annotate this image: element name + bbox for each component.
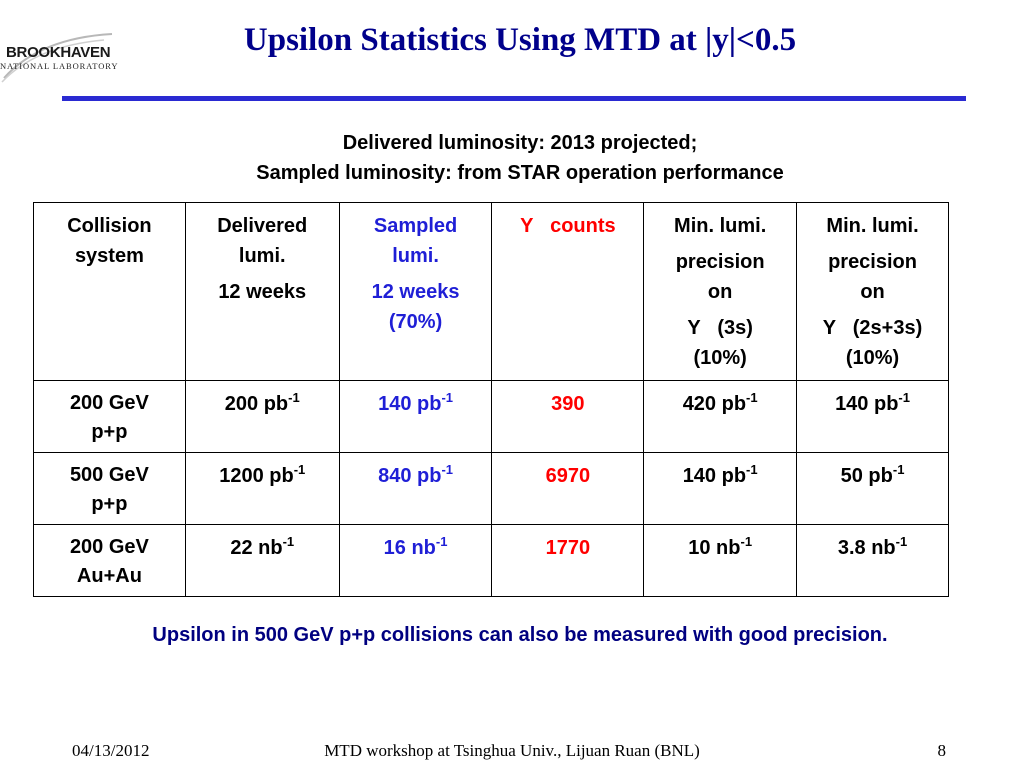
row-delivered-value: 1200 pb [219, 465, 294, 487]
header-collision-system: Collision system [33, 202, 186, 381]
subtitle-line-1: Delivered luminosity: 2013 projected; [342, 132, 698, 154]
row-sampled-value: 840 pb [378, 465, 442, 487]
title-underline [62, 96, 966, 101]
slide-subtitle: Delivered luminosity: 2013 projected; Sa… [60, 128, 980, 188]
header-min2-line-3: on [860, 281, 885, 303]
header-min2-line-2: precision [828, 251, 917, 273]
row-counts: 1770 [491, 524, 645, 597]
row-sampled: 16 nb-1 [338, 524, 493, 597]
brookhaven-logo: BROOKHAVEN NATIONAL LABORATORY [0, 30, 120, 90]
row-delivered-exp: -1 [288, 390, 300, 405]
row-delivered: 1200 pb-1 [184, 452, 340, 525]
row-system-line-2: p+p [91, 421, 128, 443]
header-min1-line-1: Min. lumi. [674, 215, 767, 237]
row-min1-exp: -1 [746, 390, 758, 405]
row-min2-value: 3.8 nb [837, 537, 896, 559]
row-sampled: 140 pb-1 [338, 380, 493, 453]
row-delivered: 22 nb-1 [184, 524, 340, 597]
header-min1-line-2: precision [675, 251, 765, 273]
header-sampled-line-4: (70%) [388, 311, 443, 333]
row-counts: 6970 [491, 452, 645, 525]
row-min1-value: 10 nb [688, 537, 741, 559]
row-delivered-exp: -1 [282, 534, 295, 549]
upsilon-statistics-table: Collision system Delivered lumi. 12 week… [33, 202, 949, 597]
row-sampled-value: 140 pb [378, 393, 442, 415]
footer-page-number: 8 [937, 741, 947, 760]
logo-sub-text: NATIONAL LABORATORY [0, 61, 119, 71]
row-counts: 390 [491, 380, 645, 453]
row-system-line-2: Au+Au [76, 565, 142, 587]
row-min2: 3.8 nb-1 [796, 524, 949, 597]
row-sampled-value: 16 nb [383, 537, 436, 559]
header-collision-line-1: Collision [67, 215, 152, 237]
header-sampled-line-1: Sampled [373, 215, 458, 237]
logo-main-text: BROOKHAVEN [6, 44, 111, 61]
header-sampled-line-2: lumi. [392, 245, 439, 267]
row-delivered-exp: -1 [293, 462, 306, 477]
row-system: 200 GeV Au+Au [33, 524, 186, 597]
header-min1-line-4: Υ (3s) [687, 317, 753, 339]
row-sampled-exp: -1 [435, 534, 448, 549]
table-header-row: Collision system Delivered lumi. 12 week… [33, 202, 949, 381]
header-upsilon-counts: Υ counts [491, 202, 645, 381]
row-sampled-exp: -1 [441, 390, 454, 405]
logo-swoosh-icon [1, 33, 113, 83]
header-min2-line-5: (10%) [845, 347, 900, 369]
row-system: 500 GeV p+p [33, 452, 186, 525]
row-min2-value: 50 pb [840, 465, 893, 487]
footer-presenter: MTD workshop at Tsinghua Univ., Lijuan R… [324, 741, 700, 760]
row-sampled: 840 pb-1 [338, 452, 493, 525]
row-min2: 140 pb-1 [796, 380, 949, 453]
header-min2-line-1: Min. lumi. [826, 215, 919, 237]
table-row: 500 GeV p+p 1200 pb-1 840 pb-1 6970 140 … [33, 452, 949, 525]
header-delivered-line-1: Delivered [217, 215, 308, 237]
header-sampled-line-3: 12 weeks [371, 281, 460, 303]
row-delivered-value: 200 pb [224, 393, 289, 415]
row-system: 200 GeV p+p [33, 380, 186, 453]
upsilon-symbol: Υ [520, 215, 534, 237]
header-min-lumi-3s: Min. lumi. precision on Υ (3s) (10%) [643, 202, 798, 381]
row-min2-exp: -1 [895, 534, 908, 549]
header-sampled-lumi: Sampled lumi. 12 weeks (70%) [338, 202, 493, 381]
header-min1-line-3: on [707, 281, 733, 303]
footer-date: 04/13/2012 [72, 741, 150, 760]
row-min1-exp: -1 [740, 534, 753, 549]
row-delivered-value: 22 nb [230, 537, 283, 559]
row-min2-value: 140 pb [835, 393, 899, 415]
row-system-line-1: 500 GeV [69, 464, 149, 486]
header-delivered-lumi: Delivered lumi. 12 weeks [184, 202, 340, 381]
header-delivered-line-2: lumi. [238, 245, 286, 267]
row-min2-exp: -1 [892, 462, 905, 477]
header-counts-text: counts [550, 215, 616, 237]
header-min2-line-4: Υ (2s+3s) [822, 317, 923, 339]
row-min1: 140 pb-1 [643, 452, 798, 525]
row-delivered: 200 pb-1 [184, 380, 340, 453]
table-row: 200 GeV p+p 200 pb-1 140 pb-1 390 420 pb… [33, 380, 949, 453]
table-row: 200 GeV Au+Au 22 nb-1 16 nb-1 1770 10 nb… [33, 524, 949, 597]
header-delivered-line-3: 12 weeks [218, 281, 307, 303]
row-min2: 50 pb-1 [796, 452, 949, 525]
row-min1-exp: -1 [746, 462, 758, 477]
row-system-line-2: p+p [91, 493, 128, 515]
row-min1-value: 140 pb [682, 465, 747, 487]
row-system-line-1: 200 GeV [69, 536, 149, 558]
row-system-line-1: 200 GeV [69, 392, 149, 414]
row-min1: 420 pb-1 [643, 380, 798, 453]
row-min1-value: 420 pb [682, 393, 747, 415]
conclusion-text: Upsilon in 500 GeV p+p collisions can al… [152, 624, 888, 646]
header-min1-line-5: (10%) [693, 347, 747, 369]
row-min2-exp: -1 [898, 390, 910, 405]
subtitle-line-2: Sampled luminosity: from STAR operation … [256, 162, 784, 184]
slide-title: Upsilon Statistics Using MTD at |y|<0.5 [243, 22, 797, 58]
row-sampled-exp: -1 [441, 462, 454, 477]
header-collision-line-2: system [74, 245, 144, 267]
row-min1: 10 nb-1 [643, 524, 798, 597]
header-min-lumi-2s3s: Min. lumi. precision on Υ (2s+3s) (10%) [796, 202, 949, 381]
